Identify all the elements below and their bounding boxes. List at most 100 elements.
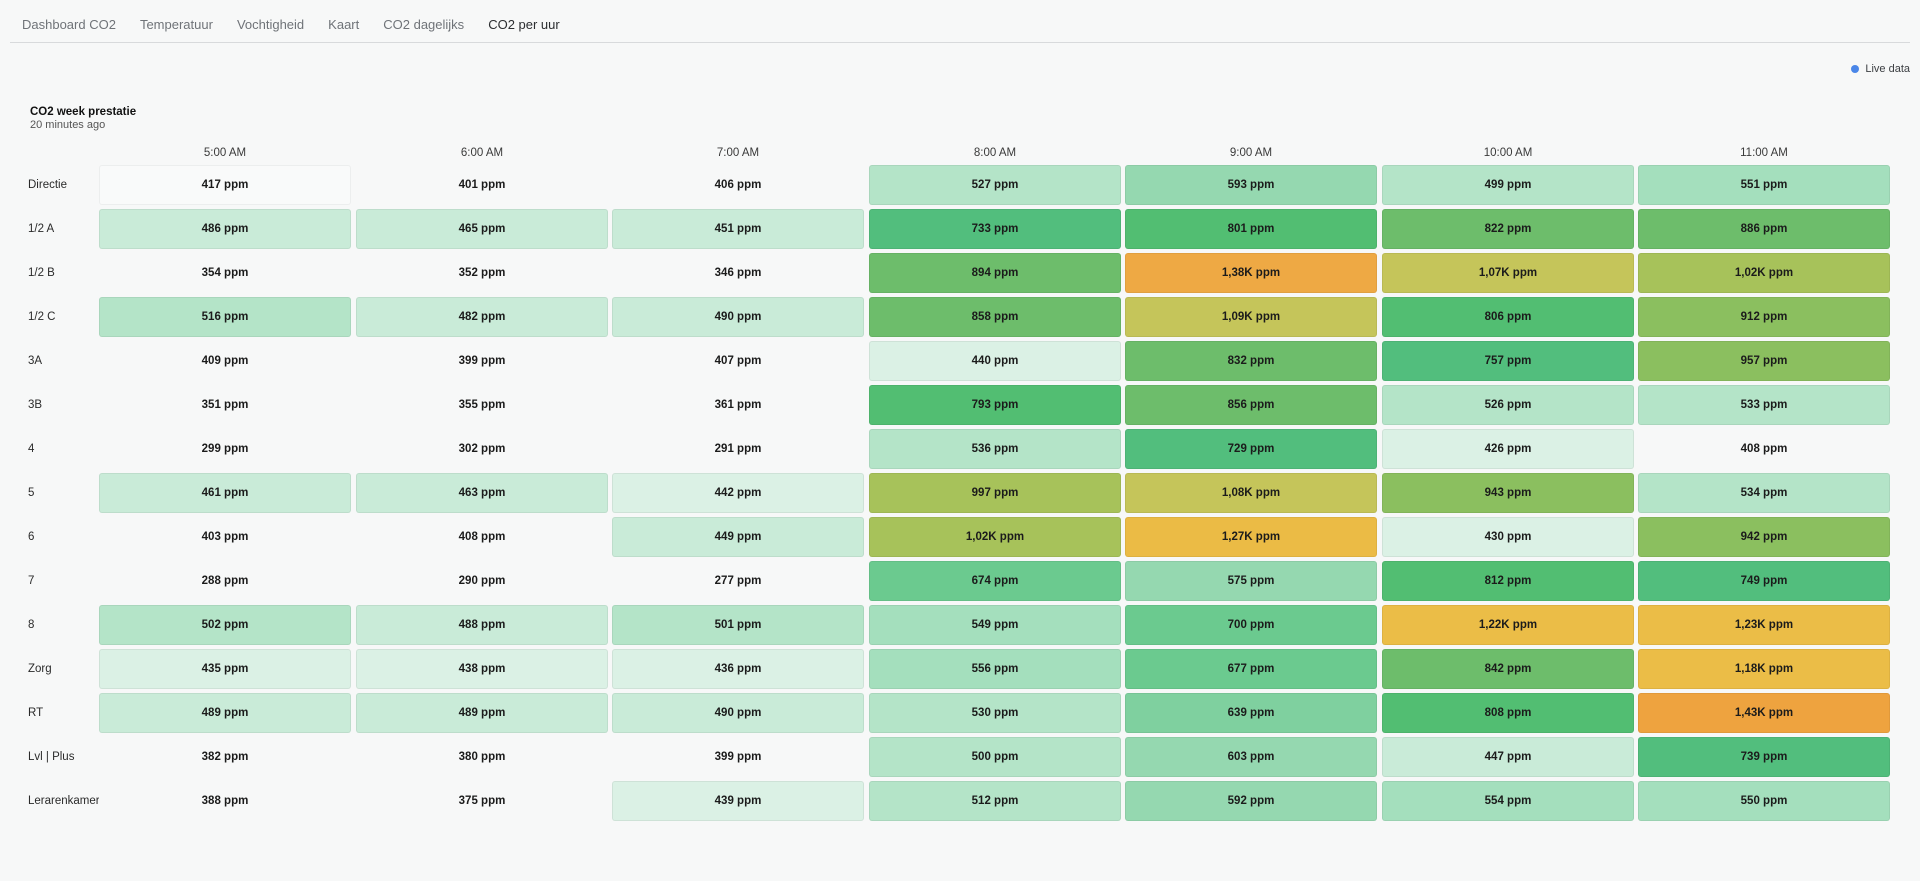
heatmap-cell[interactable]: 352 ppm	[356, 253, 608, 293]
heatmap-cell[interactable]: 1,38K ppm	[1125, 253, 1377, 293]
heatmap-cell[interactable]: 842 ppm	[1382, 649, 1634, 689]
heatmap-cell[interactable]: 856 ppm	[1125, 385, 1377, 425]
heatmap-cell[interactable]: 361 ppm	[612, 385, 864, 425]
heatmap-cell[interactable]: 822 ppm	[1382, 209, 1634, 249]
heatmap-cell[interactable]: 1,22K ppm	[1382, 605, 1634, 645]
heatmap-cell[interactable]: 801 ppm	[1125, 209, 1377, 249]
heatmap-cell[interactable]: 1,43K ppm	[1638, 693, 1890, 733]
heatmap-cell[interactable]: 1,07K ppm	[1382, 253, 1634, 293]
heatmap-cell[interactable]: 757 ppm	[1382, 341, 1634, 381]
heatmap-cell[interactable]: 858 ppm	[869, 297, 1121, 337]
heatmap-cell[interactable]: 351 ppm	[99, 385, 351, 425]
heatmap-cell[interactable]: 639 ppm	[1125, 693, 1377, 733]
heatmap-cell[interactable]: 592 ppm	[1125, 781, 1377, 821]
heatmap-cell[interactable]: 401 ppm	[356, 165, 608, 205]
heatmap-cell[interactable]: 403 ppm	[99, 517, 351, 557]
heatmap-cell[interactable]: 430 ppm	[1382, 517, 1634, 557]
tab-temperatuur[interactable]: Temperatuur	[139, 17, 213, 32]
tab-co2-dagelijks[interactable]: CO2 dagelijks	[383, 17, 465, 32]
heatmap-cell[interactable]: 554 ppm	[1382, 781, 1634, 821]
heatmap-cell[interactable]: 288 ppm	[99, 561, 351, 601]
heatmap-cell[interactable]: 486 ppm	[99, 209, 351, 249]
heatmap-cell[interactable]: 551 ppm	[1638, 165, 1890, 205]
heatmap-cell[interactable]: 375 ppm	[356, 781, 608, 821]
heatmap-cell[interactable]: 299 ppm	[99, 429, 351, 469]
heatmap-cell[interactable]: 399 ppm	[356, 341, 608, 381]
heatmap-cell[interactable]: 489 ppm	[99, 693, 351, 733]
heatmap-cell[interactable]: 488 ppm	[356, 605, 608, 645]
heatmap-cell[interactable]: 943 ppm	[1382, 473, 1634, 513]
heatmap-cell[interactable]: 536 ppm	[869, 429, 1121, 469]
heatmap-cell[interactable]: 406 ppm	[612, 165, 864, 205]
heatmap-cell[interactable]: 729 ppm	[1125, 429, 1377, 469]
heatmap-cell[interactable]: 426 ppm	[1382, 429, 1634, 469]
heatmap-cell[interactable]: 512 ppm	[869, 781, 1121, 821]
heatmap-cell[interactable]: 739 ppm	[1638, 737, 1890, 777]
heatmap-cell[interactable]: 550 ppm	[1638, 781, 1890, 821]
heatmap-cell[interactable]: 808 ppm	[1382, 693, 1634, 733]
heatmap-cell[interactable]: 526 ppm	[1382, 385, 1634, 425]
heatmap-cell[interactable]: 806 ppm	[1382, 297, 1634, 337]
heatmap-cell[interactable]: 407 ppm	[612, 341, 864, 381]
tab-dashboard-co2[interactable]: Dashboard CO2	[22, 17, 116, 32]
heatmap-cell[interactable]: 354 ppm	[99, 253, 351, 293]
heatmap-cell[interactable]: 440 ppm	[869, 341, 1121, 381]
heatmap-cell[interactable]: 832 ppm	[1125, 341, 1377, 381]
heatmap-cell[interactable]: 355 ppm	[356, 385, 608, 425]
heatmap-cell[interactable]: 463 ppm	[356, 473, 608, 513]
heatmap-cell[interactable]: 603 ppm	[1125, 737, 1377, 777]
heatmap-cell[interactable]: 408 ppm	[356, 517, 608, 557]
heatmap-cell[interactable]: 500 ppm	[869, 737, 1121, 777]
heatmap-cell[interactable]: 490 ppm	[612, 297, 864, 337]
heatmap-cell[interactable]: 277 ppm	[612, 561, 864, 601]
heatmap-cell[interactable]: 556 ppm	[869, 649, 1121, 689]
heatmap-cell[interactable]: 442 ppm	[612, 473, 864, 513]
heatmap-cell[interactable]: 449 ppm	[612, 517, 864, 557]
heatmap-cell[interactable]: 812 ppm	[1382, 561, 1634, 601]
heatmap-cell[interactable]: 399 ppm	[612, 737, 864, 777]
heatmap-cell[interactable]: 501 ppm	[612, 605, 864, 645]
heatmap-cell[interactable]: 417 ppm	[99, 165, 351, 205]
heatmap-cell[interactable]: 382 ppm	[99, 737, 351, 777]
heatmap-cell[interactable]: 733 ppm	[869, 209, 1121, 249]
heatmap-cell[interactable]: 435 ppm	[99, 649, 351, 689]
heatmap-cell[interactable]: 530 ppm	[869, 693, 1121, 733]
heatmap-cell[interactable]: 886 ppm	[1638, 209, 1890, 249]
heatmap-cell[interactable]: 793 ppm	[869, 385, 1121, 425]
heatmap-cell[interactable]: 482 ppm	[356, 297, 608, 337]
heatmap-cell[interactable]: 1,09K ppm	[1125, 297, 1377, 337]
tab-kaart[interactable]: Kaart	[328, 17, 360, 32]
heatmap-cell[interactable]: 451 ppm	[612, 209, 864, 249]
heatmap-cell[interactable]: 1,02K ppm	[1638, 253, 1890, 293]
heatmap-cell[interactable]: 527 ppm	[869, 165, 1121, 205]
heatmap-cell[interactable]: 997 ppm	[869, 473, 1121, 513]
heatmap-cell[interactable]: 749 ppm	[1638, 561, 1890, 601]
heatmap-cell[interactable]: 942 ppm	[1638, 517, 1890, 557]
heatmap-cell[interactable]: 957 ppm	[1638, 341, 1890, 381]
heatmap-cell[interactable]: 912 ppm	[1638, 297, 1890, 337]
heatmap-cell[interactable]: 447 ppm	[1382, 737, 1634, 777]
heatmap-cell[interactable]: 436 ppm	[612, 649, 864, 689]
heatmap-cell[interactable]: 533 ppm	[1638, 385, 1890, 425]
heatmap-cell[interactable]: 439 ppm	[612, 781, 864, 821]
heatmap-cell[interactable]: 1,27K ppm	[1125, 517, 1377, 557]
heatmap-cell[interactable]: 465 ppm	[356, 209, 608, 249]
heatmap-cell[interactable]: 346 ppm	[612, 253, 864, 293]
heatmap-cell[interactable]: 894 ppm	[869, 253, 1121, 293]
heatmap-cell[interactable]: 516 ppm	[99, 297, 351, 337]
heatmap-cell[interactable]: 1,08K ppm	[1125, 473, 1377, 513]
heatmap-cell[interactable]: 291 ppm	[612, 429, 864, 469]
heatmap-cell[interactable]: 438 ppm	[356, 649, 608, 689]
heatmap-cell[interactable]: 499 ppm	[1382, 165, 1634, 205]
tab-vochtigheid[interactable]: Vochtigheid	[236, 17, 305, 32]
heatmap-cell[interactable]: 489 ppm	[356, 693, 608, 733]
heatmap-cell[interactable]: 388 ppm	[99, 781, 351, 821]
heatmap-cell[interactable]: 490 ppm	[612, 693, 864, 733]
heatmap-cell[interactable]: 677 ppm	[1125, 649, 1377, 689]
heatmap-cell[interactable]: 593 ppm	[1125, 165, 1377, 205]
heatmap-cell[interactable]: 534 ppm	[1638, 473, 1890, 513]
heatmap-cell[interactable]: 302 ppm	[356, 429, 608, 469]
heatmap-cell[interactable]: 1,23K ppm	[1638, 605, 1890, 645]
heatmap-cell[interactable]: 1,18K ppm	[1638, 649, 1890, 689]
heatmap-cell[interactable]: 674 ppm	[869, 561, 1121, 601]
